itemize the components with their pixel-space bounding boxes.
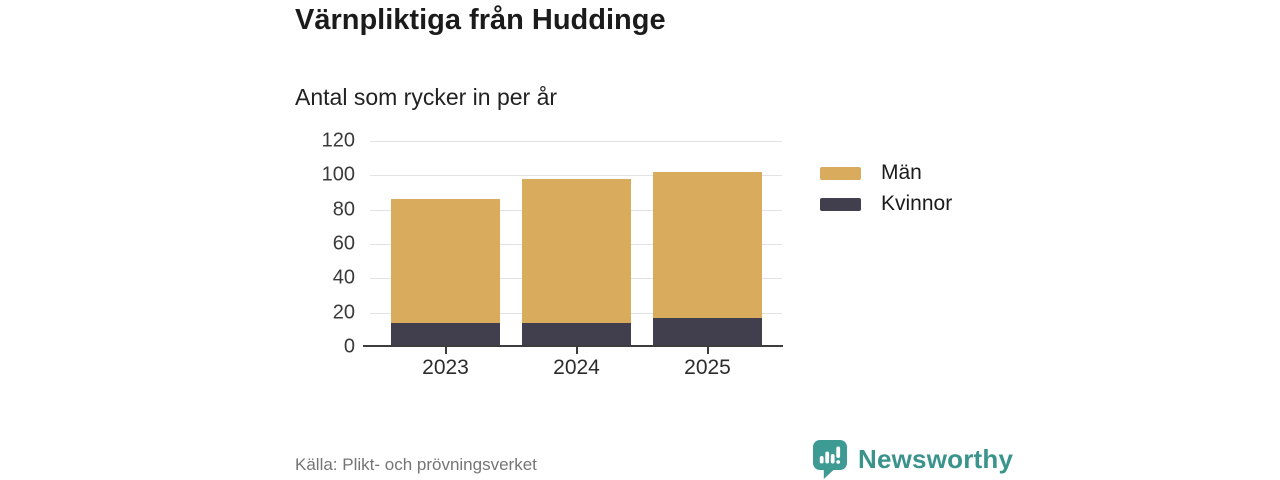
gridline-y-100 — [370, 175, 782, 177]
x-tick-2025 — [706, 347, 709, 354]
bar-segment-2024-kvinnor — [522, 322, 631, 347]
legend-item-kvinnor: Kvinnor — [820, 191, 952, 217]
source-credit: Källa: Plikt- och prövningsverket — [295, 455, 537, 474]
bar-2023 — [391, 141, 500, 347]
x-tick-2023 — [444, 347, 447, 354]
bar-segment-2025-män — [653, 171, 762, 318]
x-tick-label-2023: 2023 — [422, 356, 469, 379]
legend-label-man: Män — [881, 161, 922, 184]
chart-title: Värnpliktiga från Huddinge — [295, 4, 666, 36]
plot-area: 2023 2024 2025 — [370, 141, 782, 379]
newsworthy-wordmark: Newsworthy — [858, 444, 1014, 474]
gridline-y-120 — [370, 141, 782, 142]
newsworthy-brand: Newsworthy — [813, 440, 1013, 479]
x-axis-line — [363, 345, 783, 347]
y-axis-labels: 0 20 40 60 80 100 120 — [260, 130, 355, 358]
y-tick-label-20: 20 — [332, 301, 355, 324]
bar-segment-2023-män — [391, 199, 500, 323]
legend-swatch-man — [820, 166, 861, 180]
bar-segment-2024-män — [522, 178, 631, 323]
y-tick-label-60: 60 — [332, 232, 355, 255]
bar-segment-2025-kvinnor — [653, 317, 762, 347]
y-tick-label-0: 0 — [343, 335, 355, 358]
x-tick-label-2025: 2025 — [684, 356, 731, 379]
x-tick-label-2024: 2024 — [553, 356, 600, 379]
x-tick-2024 — [575, 347, 578, 354]
legend-label-kvinnor: Kvinnor — [881, 192, 953, 215]
chart-subtitle: Antal som rycker in per år — [295, 84, 558, 110]
bar-2024 — [522, 141, 631, 347]
legend: Män Kvinnor — [820, 160, 952, 222]
y-tick-label-40: 40 — [332, 266, 355, 289]
legend-item-man: Män — [820, 160, 952, 186]
y-tick-label-80: 80 — [332, 198, 355, 221]
bar-chart-speech-bubble-icon — [813, 440, 847, 479]
bar-2025 — [653, 141, 762, 347]
bar-segment-2023-kvinnor — [391, 322, 500, 347]
y-tick-label-100: 100 — [321, 163, 355, 186]
legend-swatch-kvinnor — [820, 197, 861, 211]
y-tick-label-120: 120 — [321, 129, 355, 152]
